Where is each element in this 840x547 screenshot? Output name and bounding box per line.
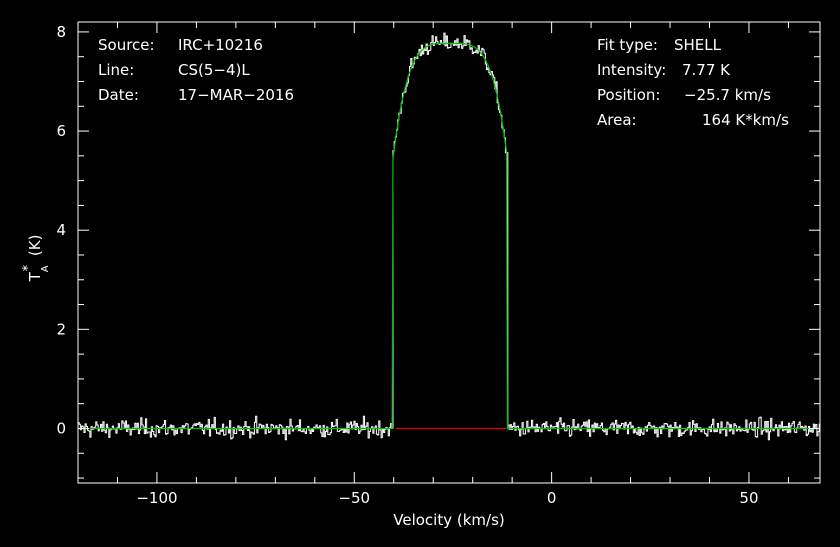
info-position-key: Position: (597, 86, 660, 104)
y-tick-label: 2 (56, 320, 66, 338)
svg-text:TA* (K): TA * (K) (21, 235, 51, 283)
x-tick-label: −50 (338, 489, 370, 507)
y-label-sup: * (21, 264, 36, 271)
info-area-key: Area: (597, 111, 637, 129)
x-tick-label: −100 (136, 489, 177, 507)
info-intensity-value: 7.77 K (682, 61, 731, 79)
info-area-value: 164 K*km/s (702, 111, 789, 129)
info-line-key: Line: (98, 61, 134, 79)
info-fittype-value: SHELL (674, 36, 722, 54)
axes-layer: −100 −50 0 50 0 2 4 6 8 (56, 21, 821, 507)
info-source-value: IRC+10216 (178, 36, 263, 54)
x-tick-label: 50 (739, 489, 758, 507)
y-tick-label: 4 (56, 221, 66, 239)
y-label-unit: (K) (26, 235, 44, 257)
data-layer (78, 32, 821, 441)
plot-frame (77, 21, 821, 484)
info-position-value: −25.7 km/s (684, 86, 771, 104)
y-tick-label: 6 (56, 122, 66, 140)
info-date-value: 17−MAR−2016 (178, 86, 294, 104)
y-label-main: T (26, 271, 44, 282)
info-line-value: CS(5−4)L (178, 61, 250, 79)
info-intensity-key: Intensity: (597, 61, 666, 79)
y-axis-label: TA * (K) (21, 235, 51, 283)
info-fittype-key: Fit type: (597, 36, 658, 54)
fit-line (78, 42, 820, 430)
y-label-sub: A (40, 265, 51, 272)
info-date-key: Date: (98, 86, 139, 104)
x-axis-label: Velocity (km/s) (393, 511, 504, 529)
info-source-key: Source: (98, 36, 155, 54)
y-tick-label: 0 (56, 419, 66, 437)
x-tick-label: 0 (547, 489, 557, 507)
y-tick-label: 8 (56, 23, 66, 41)
data-histogram (78, 32, 821, 441)
